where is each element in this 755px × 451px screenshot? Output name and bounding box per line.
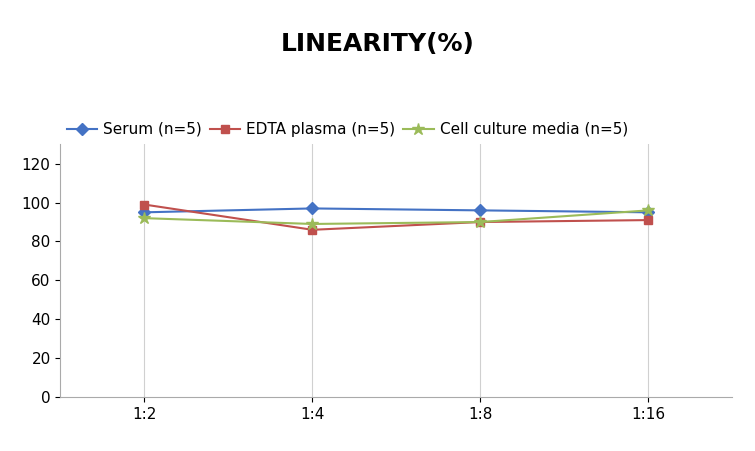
Serum (n=5) [476, 207, 485, 213]
Line: Cell culture media (n=5): Cell culture media (n=5) [138, 204, 655, 230]
Cell culture media (n=5) [140, 216, 149, 221]
Line: EDTA plasma (n=5): EDTA plasma (n=5) [140, 200, 652, 234]
EDTA plasma (n=5) [476, 219, 485, 225]
EDTA plasma (n=5) [308, 227, 317, 233]
Line: Serum (n=5): Serum (n=5) [140, 204, 652, 216]
Serum (n=5) [308, 206, 317, 211]
EDTA plasma (n=5) [140, 202, 149, 207]
Cell culture media (n=5) [308, 221, 317, 227]
Cell culture media (n=5) [476, 219, 485, 225]
Serum (n=5) [644, 210, 653, 215]
Legend: Serum (n=5), EDTA plasma (n=5), Cell culture media (n=5): Serum (n=5), EDTA plasma (n=5), Cell cul… [60, 116, 634, 143]
Serum (n=5) [140, 210, 149, 215]
Text: LINEARITY(%): LINEARITY(%) [281, 32, 474, 55]
EDTA plasma (n=5) [644, 217, 653, 223]
Cell culture media (n=5) [644, 207, 653, 213]
